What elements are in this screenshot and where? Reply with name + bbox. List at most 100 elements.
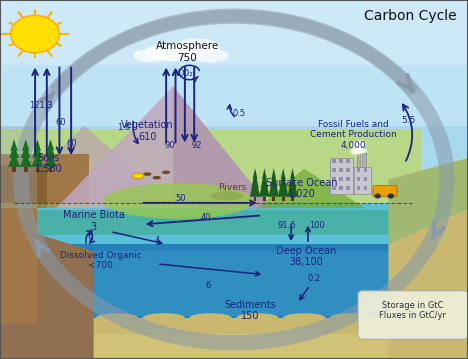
- Polygon shape: [271, 168, 276, 179]
- Circle shape: [374, 194, 381, 199]
- Bar: [0, 318, 468, 359]
- Polygon shape: [33, 145, 42, 158]
- Polygon shape: [47, 139, 54, 151]
- Polygon shape: [388, 158, 468, 244]
- Bar: [332, 168, 336, 172]
- Polygon shape: [31, 153, 44, 167]
- Polygon shape: [270, 171, 278, 188]
- Polygon shape: [289, 171, 296, 188]
- Bar: [330, 158, 353, 194]
- Bar: [346, 177, 350, 181]
- Text: Marine Biota
3: Marine Biota 3: [63, 210, 124, 232]
- Ellipse shape: [103, 183, 253, 219]
- Polygon shape: [21, 145, 30, 158]
- Ellipse shape: [356, 148, 367, 154]
- Polygon shape: [269, 173, 279, 197]
- Text: 0.2: 0.2: [308, 274, 321, 283]
- Text: 0.5: 0.5: [232, 108, 245, 118]
- Ellipse shape: [143, 313, 185, 322]
- Polygon shape: [259, 173, 270, 197]
- Bar: [0, 334, 468, 359]
- Polygon shape: [56, 86, 271, 208]
- Polygon shape: [262, 168, 267, 179]
- Text: 40: 40: [201, 213, 211, 223]
- Polygon shape: [9, 145, 19, 158]
- Polygon shape: [173, 86, 271, 208]
- Bar: [357, 153, 360, 167]
- Bar: [346, 159, 350, 163]
- Bar: [357, 177, 360, 181]
- Text: Surface Ocean
1,020: Surface Ocean 1,020: [266, 178, 337, 199]
- Text: 6: 6: [87, 232, 93, 242]
- Polygon shape: [251, 171, 259, 188]
- FancyBboxPatch shape: [358, 291, 468, 339]
- Ellipse shape: [190, 313, 232, 322]
- Ellipse shape: [153, 176, 161, 180]
- Polygon shape: [278, 173, 288, 197]
- Text: 60: 60: [66, 139, 77, 148]
- Circle shape: [388, 194, 394, 199]
- Text: Deep Ocean
38,100: Deep Ocean 38,100: [277, 246, 336, 267]
- Bar: [49, 167, 52, 172]
- Ellipse shape: [132, 173, 144, 179]
- Polygon shape: [22, 139, 29, 151]
- Text: 60: 60: [56, 117, 66, 127]
- Ellipse shape: [2, 313, 44, 322]
- Bar: [332, 186, 336, 190]
- Polygon shape: [44, 153, 57, 167]
- Bar: [364, 177, 367, 181]
- Bar: [0, 129, 421, 208]
- Bar: [263, 197, 266, 201]
- Bar: [339, 186, 343, 190]
- Bar: [0, 0, 468, 126]
- Text: 5.5: 5.5: [401, 116, 415, 125]
- Ellipse shape: [330, 313, 372, 322]
- Bar: [272, 197, 275, 201]
- Bar: [364, 186, 367, 190]
- Polygon shape: [0, 208, 37, 323]
- Polygon shape: [0, 223, 94, 359]
- Polygon shape: [10, 139, 18, 151]
- Circle shape: [11, 15, 59, 53]
- Ellipse shape: [283, 313, 325, 322]
- Bar: [291, 197, 294, 201]
- Polygon shape: [20, 153, 32, 167]
- Polygon shape: [281, 168, 285, 179]
- Text: CO₂: CO₂: [176, 69, 193, 78]
- Polygon shape: [250, 173, 260, 197]
- Polygon shape: [253, 168, 257, 179]
- Ellipse shape: [173, 39, 220, 55]
- Ellipse shape: [133, 49, 166, 62]
- Bar: [0, 203, 468, 251]
- FancyBboxPatch shape: [373, 186, 397, 197]
- Bar: [332, 177, 336, 181]
- Polygon shape: [46, 145, 55, 158]
- Bar: [339, 159, 343, 163]
- Bar: [12, 167, 16, 172]
- Text: Vegetation
610: Vegetation 610: [121, 120, 174, 142]
- Bar: [0, 244, 468, 323]
- Bar: [339, 177, 343, 181]
- Bar: [357, 168, 360, 172]
- Ellipse shape: [377, 313, 419, 322]
- Text: 4: 4: [154, 236, 160, 245]
- Polygon shape: [0, 126, 37, 233]
- Polygon shape: [8, 153, 20, 167]
- Bar: [282, 197, 285, 201]
- Text: 6: 6: [205, 281, 211, 290]
- Bar: [332, 159, 336, 163]
- Ellipse shape: [192, 49, 229, 62]
- Text: Dissolved Organic
<700: Dissolved Organic <700: [60, 251, 141, 270]
- Polygon shape: [290, 168, 295, 179]
- Text: 92: 92: [191, 141, 202, 150]
- Polygon shape: [0, 203, 197, 208]
- Polygon shape: [279, 171, 287, 188]
- Bar: [354, 167, 371, 194]
- Text: Soils
1,580: Soils 1,580: [35, 153, 63, 174]
- Bar: [0, 165, 47, 208]
- Ellipse shape: [351, 142, 365, 149]
- Text: 50: 50: [175, 194, 185, 203]
- Text: Sediments
150: Sediments 150: [225, 300, 276, 321]
- Bar: [346, 186, 350, 190]
- Polygon shape: [0, 126, 178, 208]
